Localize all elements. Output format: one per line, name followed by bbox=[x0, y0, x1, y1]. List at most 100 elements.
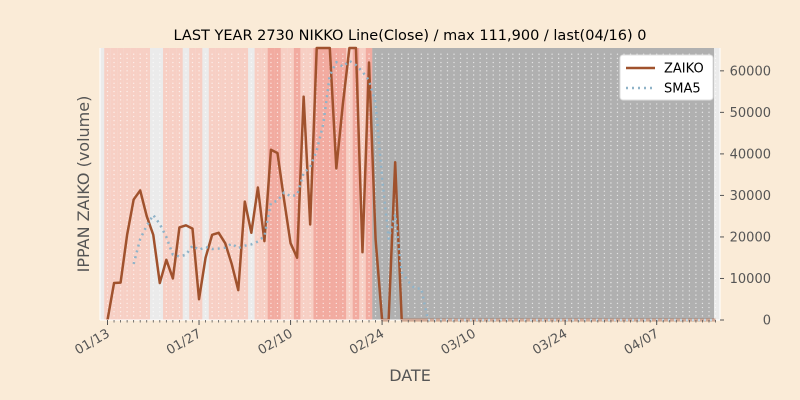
grid-dot bbox=[263, 70, 266, 72]
grid-dot bbox=[204, 149, 207, 151]
grid-dot bbox=[544, 240, 547, 242]
grid-dot bbox=[472, 298, 475, 300]
grid-dot bbox=[570, 103, 573, 105]
grid-dot bbox=[106, 252, 109, 255]
grid-dot bbox=[119, 190, 122, 192]
grid-dot bbox=[492, 57, 494, 60]
grid-dot bbox=[211, 244, 213, 246]
grid-dot bbox=[446, 173, 449, 176]
grid-dot bbox=[355, 298, 357, 300]
grid-dot bbox=[159, 78, 161, 80]
grid-dot bbox=[564, 90, 566, 93]
grid-dot bbox=[289, 227, 292, 230]
grid-dot bbox=[329, 265, 331, 267]
grid-dot bbox=[453, 227, 455, 230]
grid-dot bbox=[322, 173, 324, 176]
grid-dot bbox=[531, 298, 534, 300]
grid-dot bbox=[198, 248, 200, 251]
grid-dot bbox=[211, 306, 213, 309]
grid-dot bbox=[361, 302, 364, 305]
grid-dot bbox=[119, 103, 122, 105]
grid-dot bbox=[119, 186, 122, 188]
grid-dot bbox=[590, 132, 593, 134]
grid-dot bbox=[538, 115, 540, 118]
grid-dot bbox=[499, 194, 501, 197]
grid-dot bbox=[538, 165, 540, 168]
grid-dot bbox=[368, 203, 370, 205]
grid-dot bbox=[204, 281, 207, 284]
grid-dot bbox=[446, 286, 449, 288]
grid-dot bbox=[270, 252, 272, 255]
grid-dot bbox=[165, 290, 168, 292]
shade-dark-pink bbox=[313, 48, 320, 320]
grid-dot bbox=[309, 277, 311, 280]
grid-dot bbox=[316, 298, 318, 300]
grid-dot bbox=[283, 269, 285, 271]
grid-dot bbox=[316, 169, 318, 172]
grid-dot bbox=[132, 232, 135, 234]
grid-dot bbox=[361, 257, 364, 259]
grid-dot bbox=[250, 248, 253, 251]
grid-dot bbox=[505, 306, 508, 309]
grid-dot bbox=[231, 186, 233, 188]
grid-dot bbox=[106, 78, 109, 80]
grid-dot bbox=[159, 107, 161, 109]
grid-dot bbox=[459, 240, 462, 242]
shade-pink bbox=[110, 48, 118, 320]
grid-dot bbox=[211, 128, 213, 130]
grid-dot bbox=[597, 227, 599, 230]
grid-dot bbox=[459, 315, 462, 317]
grid-dot bbox=[263, 173, 266, 176]
grid-dot bbox=[217, 161, 220, 163]
grid-dot bbox=[564, 298, 566, 300]
grid-dot bbox=[577, 294, 579, 296]
grid-dot bbox=[387, 182, 390, 184]
grid-dot bbox=[132, 70, 135, 72]
grid-dot bbox=[283, 215, 285, 217]
grid-dot bbox=[204, 298, 207, 300]
grid-dot bbox=[557, 223, 560, 226]
grid-dot bbox=[446, 74, 449, 76]
grid-dot bbox=[505, 99, 508, 101]
grid-dot bbox=[531, 203, 534, 205]
grid-dot bbox=[557, 111, 560, 114]
grid-dot bbox=[329, 302, 331, 305]
grid-dot bbox=[159, 144, 161, 147]
grid-dot bbox=[355, 132, 357, 134]
grid-dot bbox=[132, 244, 135, 246]
grid-dot bbox=[433, 265, 436, 267]
grid-dot bbox=[387, 149, 390, 151]
grid-dot bbox=[316, 144, 318, 147]
grid-dot bbox=[414, 194, 416, 197]
grid-dot bbox=[374, 273, 377, 276]
grid-dot bbox=[309, 310, 311, 313]
grid-dot bbox=[577, 281, 579, 284]
grid-dot bbox=[551, 286, 553, 288]
grid-dot bbox=[368, 240, 370, 242]
grid-dot bbox=[126, 286, 128, 288]
grid-dot bbox=[446, 107, 449, 109]
grid-dot bbox=[211, 182, 213, 184]
grid-dot bbox=[407, 144, 409, 147]
grid-dot bbox=[355, 165, 357, 168]
grid-dot bbox=[394, 232, 396, 234]
grid-dot bbox=[257, 111, 259, 114]
grid-dot bbox=[132, 136, 135, 138]
grid-dot bbox=[538, 252, 540, 255]
grid-dot bbox=[217, 286, 220, 288]
grid-dot bbox=[302, 273, 305, 276]
grid-dot bbox=[427, 219, 429, 222]
grid-dot bbox=[492, 281, 494, 284]
grid-dot bbox=[296, 281, 298, 284]
grid-dot bbox=[590, 244, 593, 246]
grid-dot bbox=[172, 107, 174, 109]
grid-dot bbox=[512, 194, 514, 197]
grid-dot bbox=[132, 281, 135, 284]
grid-dot bbox=[544, 232, 547, 234]
grid-dot bbox=[538, 315, 540, 317]
grid-dot bbox=[146, 306, 148, 309]
grid-dot bbox=[257, 273, 259, 276]
grid-dot bbox=[185, 207, 187, 209]
grid-dot bbox=[335, 207, 338, 209]
grid-dot bbox=[185, 219, 187, 222]
